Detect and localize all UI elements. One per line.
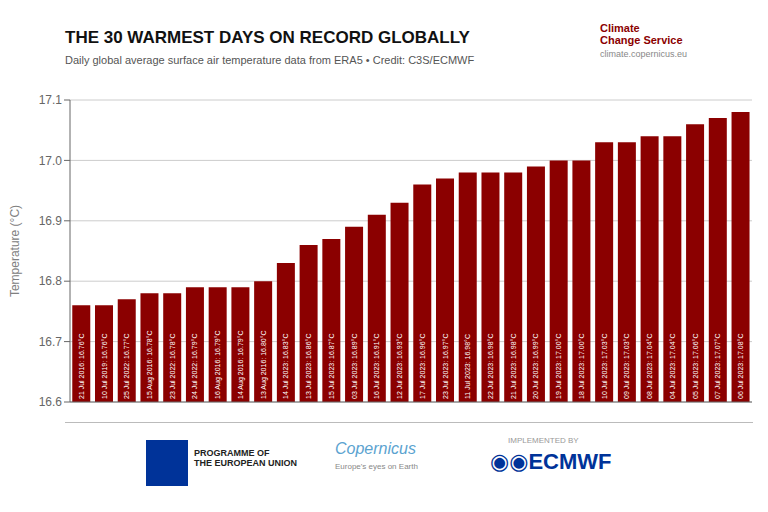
svg-text:04 Jul 2023: 17.04°C: 04 Jul 2023: 17.04°C (669, 334, 676, 399)
svg-text:17.1: 17.1 (39, 93, 63, 107)
svg-text:15 Jul 2023: 16.87°C: 15 Jul 2023: 16.87°C (328, 334, 335, 399)
html-text:IMPLEMENTED BY: IMPLEMENTED BY (508, 436, 579, 445)
svg-text:16 Jul 2023: 16.91°C: 16 Jul 2023: 16.91°C (373, 334, 380, 399)
svg-text:12 Jul 2023: 16.93°C: 12 Jul 2023: 16.93°C (396, 334, 403, 399)
html-text:THE 30 WARMEST DAYS ON RECORD: THE 30 WARMEST DAYS ON RECORD GLOBALLY (65, 28, 470, 47)
svg-text:Temperature (°C): Temperature (°C) (8, 205, 22, 297)
svg-text:16.8: 16.8 (39, 274, 63, 288)
svg-text:14 Aug 2016: 16.79°C: 14 Aug 2016: 16.79°C (237, 330, 245, 399)
svg-text:13 Jul 2023: 16.86°C: 13 Jul 2023: 16.86°C (305, 334, 312, 399)
svg-text:19 Jul 2023: 17.00°C: 19 Jul 2023: 17.00°C (555, 334, 562, 399)
svg-text:17 Jul 2023: 16.96°C: 17 Jul 2023: 16.96°C (419, 334, 426, 399)
svg-text:06 Jul 2023: 17.08°C: 06 Jul 2023: 17.08°C (737, 334, 744, 399)
html-text:Daily global average surface a: Daily global average surface air tempera… (65, 54, 475, 66)
svg-text:24 Jul 2022: 16.79°C: 24 Jul 2022: 16.79°C (191, 334, 198, 399)
svg-text:18 Jul 2023: 17.00°C: 18 Jul 2023: 17.00°C (578, 334, 585, 399)
html-text:◉◉ECMWF: ◉◉ECMWF (490, 449, 612, 474)
html-text:THE EUROPEAN UNION: THE EUROPEAN UNION (194, 458, 297, 468)
svg-text:16.9: 16.9 (39, 214, 63, 228)
svg-text:17.0: 17.0 (39, 154, 63, 168)
svg-text:25 Jul 2022: 16.77°C: 25 Jul 2022: 16.77°C (123, 334, 130, 399)
html-text:Europe's eyes on Earth: Europe's eyes on Earth (335, 462, 418, 471)
svg-text:22 Jul 2023: 16.98°C: 22 Jul 2023: 16.98°C (487, 334, 494, 399)
svg-text:13 Aug 2016: 16.80°C: 13 Aug 2016: 16.80°C (260, 330, 268, 399)
svg-text:11 Jul 2023: 16.98°C: 11 Jul 2023: 16.98°C (464, 334, 471, 399)
svg-text:16.7: 16.7 (39, 335, 63, 349)
html-text:Climate: Climate (600, 22, 640, 34)
svg-text:23 Jul 2022: 16.78°C: 23 Jul 2022: 16.78°C (169, 334, 176, 399)
svg-text:20 Jul 2023: 16.99°C: 20 Jul 2023: 16.99°C (532, 334, 539, 399)
svg-text:10 Jul 2023: 17.03°C: 10 Jul 2023: 17.03°C (601, 334, 608, 399)
svg-text:08 Jul 2023: 17.04°C: 08 Jul 2023: 17.04°C (646, 334, 653, 399)
svg-text:05 Jul 2023: 17.06°C: 05 Jul 2023: 17.06°C (692, 334, 699, 399)
svg-text:07 Jul 2023: 17.07°C: 07 Jul 2023: 17.07°C (714, 334, 721, 399)
html-text:Change Service: Change Service (600, 34, 683, 46)
svg-text:09 Jul 2023: 17.03°C: 09 Jul 2023: 17.03°C (623, 334, 630, 399)
svg-text:21 Jul 2016: 16.76°C: 21 Jul 2016: 16.76°C (78, 334, 85, 399)
html-text:Copernicus: Copernicus (335, 440, 416, 457)
svg-text:16 Aug 2016: 16.79°C: 16 Aug 2016: 16.79°C (214, 330, 222, 399)
svg-text:16.6: 16.6 (39, 395, 63, 409)
svg-text:21 Jul 2023: 16.98°C: 21 Jul 2023: 16.98°C (510, 334, 517, 399)
svg-text:23 Jul 2023: 16.97°C: 23 Jul 2023: 16.97°C (442, 334, 449, 399)
svg-text:15 Aug 2016: 16.78°C: 15 Aug 2016: 16.78°C (146, 330, 154, 399)
html-text:PROGRAMME OF: PROGRAMME OF (194, 448, 270, 458)
svg-text:14 Jul 2023: 16.83°C: 14 Jul 2023: 16.83°C (282, 334, 289, 399)
svg-text:03 Jul 2023: 16.89°C: 03 Jul 2023: 16.89°C (351, 334, 358, 399)
svg-text:10 Jul 2019: 16.76°C: 10 Jul 2019: 16.76°C (101, 334, 108, 399)
html-text:climate.copernicus.eu: climate.copernicus.eu (600, 49, 687, 59)
